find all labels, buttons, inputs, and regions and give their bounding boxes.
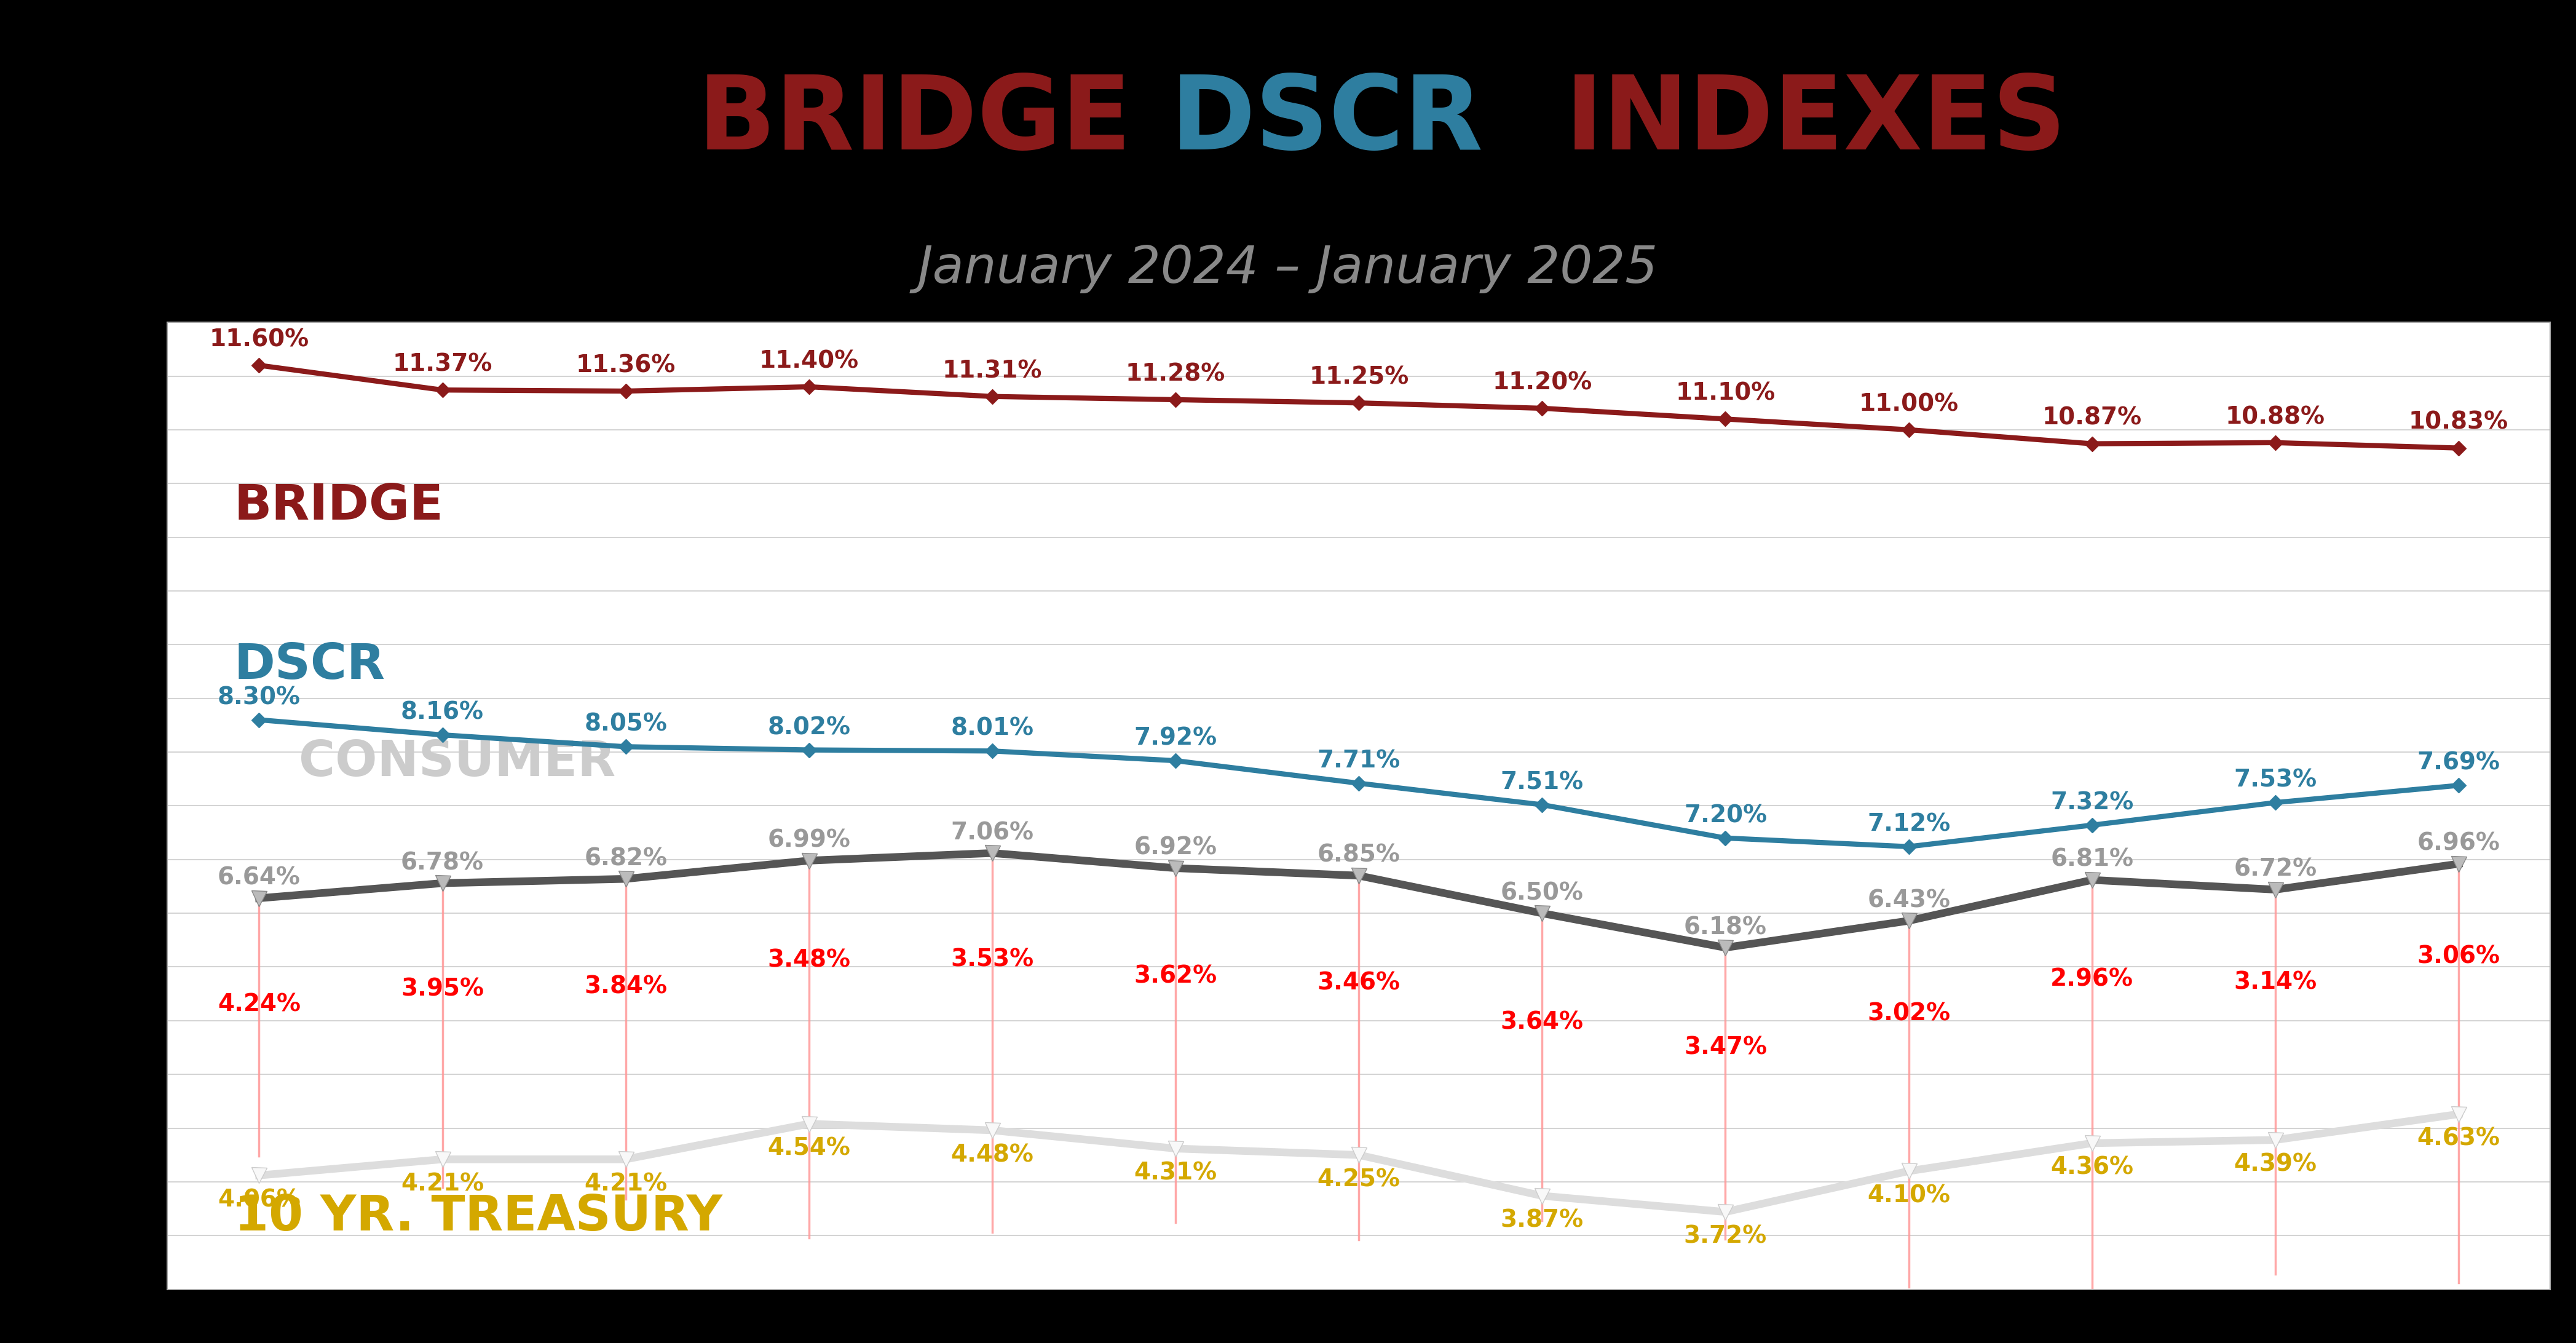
Text: 8.02%: 8.02% xyxy=(768,716,850,739)
Text: CONSUMER: CONSUMER xyxy=(299,739,616,786)
Text: 6.85%: 6.85% xyxy=(1316,843,1401,868)
Text: 4.24%: 4.24% xyxy=(216,992,301,1017)
Text: 11.25%: 11.25% xyxy=(1309,365,1409,389)
Text: 3.06%: 3.06% xyxy=(2416,945,2501,968)
Text: 4.06%: 4.06% xyxy=(216,1189,301,1211)
Text: 4.31%: 4.31% xyxy=(1133,1162,1216,1185)
Text: 10.83%: 10.83% xyxy=(2409,411,2509,434)
Text: 3.84%: 3.84% xyxy=(585,975,667,998)
Text: 3.46%: 3.46% xyxy=(1316,971,1401,995)
Text: 3.53%: 3.53% xyxy=(951,948,1033,971)
Text: 11.28%: 11.28% xyxy=(1126,363,1226,385)
Text: 4.10%: 4.10% xyxy=(1868,1185,1950,1207)
Text: 4.39%: 4.39% xyxy=(2233,1152,2316,1176)
Text: 6.82%: 6.82% xyxy=(585,847,667,870)
Text: BRIDGE: BRIDGE xyxy=(234,482,443,530)
Text: 4.21%: 4.21% xyxy=(402,1172,484,1195)
Text: 3.02%: 3.02% xyxy=(1868,1002,1950,1025)
Text: 3.47%: 3.47% xyxy=(1685,1035,1767,1060)
Text: 7.69%: 7.69% xyxy=(2416,751,2501,775)
Text: 10.87%: 10.87% xyxy=(2043,407,2141,430)
Text: 7.71%: 7.71% xyxy=(1316,749,1401,772)
Text: 11.20%: 11.20% xyxy=(1492,371,1592,395)
Text: 11.10%: 11.10% xyxy=(1674,381,1775,406)
Text: DSCR: DSCR xyxy=(234,642,386,689)
Text: 7.51%: 7.51% xyxy=(1502,771,1584,794)
Text: 4.63%: 4.63% xyxy=(2416,1127,2501,1151)
Text: 11.37%: 11.37% xyxy=(392,353,492,376)
Text: 6.81%: 6.81% xyxy=(2050,847,2133,872)
Text: 3.62%: 3.62% xyxy=(1133,964,1216,987)
Text: 11.60%: 11.60% xyxy=(209,328,309,352)
Text: 6.50%: 6.50% xyxy=(1502,881,1584,905)
Text: 4.54%: 4.54% xyxy=(768,1136,850,1160)
Text: 7.92%: 7.92% xyxy=(1133,727,1216,749)
Text: 8.01%: 8.01% xyxy=(951,717,1033,740)
Text: 7.53%: 7.53% xyxy=(2233,768,2316,792)
Text: 3.64%: 3.64% xyxy=(1502,1011,1584,1034)
Text: BRIDGE: BRIDGE xyxy=(698,71,1131,171)
Text: 4.25%: 4.25% xyxy=(1316,1168,1401,1191)
Text: 6.72%: 6.72% xyxy=(2233,858,2316,881)
Text: 11.40%: 11.40% xyxy=(760,349,858,373)
Text: 3.95%: 3.95% xyxy=(402,978,484,1001)
Text: 8.05%: 8.05% xyxy=(585,713,667,736)
Text: 2.96%: 2.96% xyxy=(2050,968,2133,991)
Text: 10 YR. TREASURY: 10 YR. TREASURY xyxy=(234,1193,721,1241)
Text: 11.36%: 11.36% xyxy=(577,353,675,377)
Text: 10.88%: 10.88% xyxy=(2226,406,2326,428)
Text: 6.96%: 6.96% xyxy=(2416,831,2501,855)
Text: 11.00%: 11.00% xyxy=(1860,392,1958,416)
Text: 6.78%: 6.78% xyxy=(402,851,484,874)
Text: January 2024 – January 2025: January 2024 – January 2025 xyxy=(917,243,1659,294)
Text: DSCR: DSCR xyxy=(1170,71,1484,171)
Text: 4.21%: 4.21% xyxy=(585,1172,667,1195)
Text: 7.12%: 7.12% xyxy=(1868,813,1950,835)
Text: INDEXES: INDEXES xyxy=(1566,71,2066,171)
Text: 11.31%: 11.31% xyxy=(943,359,1043,383)
Text: 3.87%: 3.87% xyxy=(1502,1209,1584,1232)
Text: 6.43%: 6.43% xyxy=(1868,889,1950,912)
Text: 3.14%: 3.14% xyxy=(2233,971,2316,994)
Text: 4.36%: 4.36% xyxy=(2050,1156,2133,1179)
Text: 3.72%: 3.72% xyxy=(1685,1225,1767,1248)
Text: 6.92%: 6.92% xyxy=(1133,837,1216,860)
Text: 7.32%: 7.32% xyxy=(2050,791,2133,814)
Text: 8.16%: 8.16% xyxy=(402,701,484,724)
Text: 6.99%: 6.99% xyxy=(768,829,850,851)
Text: 7.06%: 7.06% xyxy=(951,821,1033,845)
Text: 3.48%: 3.48% xyxy=(768,948,850,971)
Text: 4.48%: 4.48% xyxy=(951,1143,1033,1167)
Text: 8.30%: 8.30% xyxy=(216,686,301,709)
Text: 6.64%: 6.64% xyxy=(216,866,301,889)
Text: 7.20%: 7.20% xyxy=(1685,804,1767,827)
Text: 6.18%: 6.18% xyxy=(1685,916,1767,939)
